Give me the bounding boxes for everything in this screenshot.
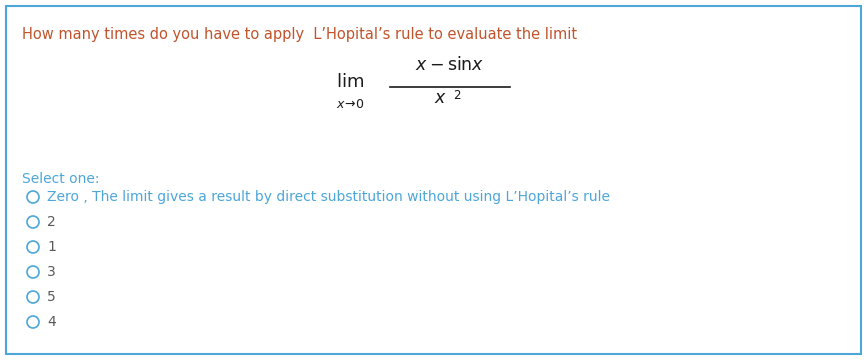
Text: $x - \mathrm{sin}x$: $x - \mathrm{sin}x$ (415, 56, 485, 74)
Text: $x$: $x$ (434, 89, 447, 107)
Text: 2: 2 (47, 215, 55, 229)
Text: Select one:: Select one: (22, 172, 100, 186)
Text: $x \!\rightarrow\! 0$: $x \!\rightarrow\! 0$ (336, 98, 364, 111)
Text: 4: 4 (47, 315, 55, 329)
Text: $\mathrm{lim}$: $\mathrm{lim}$ (336, 73, 364, 91)
Text: $2$: $2$ (453, 89, 461, 102)
Text: 3: 3 (47, 265, 55, 279)
Text: How many times do you have to apply  L’Hopital’s rule to evaluate the limit: How many times do you have to apply L’Ho… (22, 27, 577, 42)
Text: 5: 5 (47, 290, 55, 304)
Text: Zero , The limit gives a result by direct substitution without using L’Hopital’s: Zero , The limit gives a result by direc… (47, 190, 610, 204)
Text: 1: 1 (47, 240, 55, 254)
